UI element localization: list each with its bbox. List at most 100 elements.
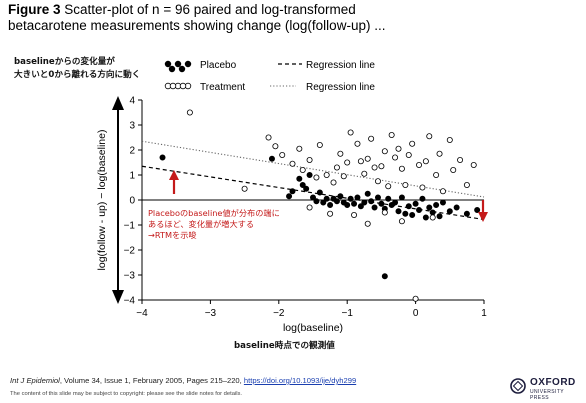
point-placebo [357, 203, 364, 210]
point-treatment [364, 155, 371, 162]
y-tick-label: −1 [124, 221, 136, 232]
y-tick-label: 0 [129, 196, 135, 207]
point-placebo [429, 209, 436, 216]
legend-label-regression-dotted: Regression line [306, 82, 375, 93]
point-treatment [429, 214, 436, 221]
point-placebo [436, 213, 443, 220]
point-treatment [395, 145, 402, 152]
point-treatment [416, 161, 423, 168]
point-treatment [265, 134, 272, 141]
point-placebo [439, 199, 446, 206]
point-treatment [368, 135, 375, 142]
x-tick-label: −2 [273, 308, 285, 319]
citation-text: , Volume 34, Issue 1, February 2005, Pag… [59, 376, 244, 385]
x-tick-label: −1 [341, 308, 353, 319]
point-placebo [361, 199, 368, 206]
point-treatment [405, 151, 412, 158]
y-annotation-line1: baselineからの変化量が [14, 57, 115, 67]
point-placebo [398, 194, 405, 201]
point-treatment [381, 209, 388, 216]
point-placebo [320, 199, 327, 206]
legend-label-regression-dashed: Regression line [306, 60, 375, 71]
x-tick-label: −4 [136, 308, 148, 319]
point-treatment [385, 183, 392, 190]
citation: Int J Epidemiol, Volume 34, Issue 1, Feb… [10, 376, 356, 385]
point-placebo [378, 200, 385, 207]
point-placebo [296, 175, 303, 182]
point-treatment [306, 204, 313, 211]
title-line1: Scatter-plot of n = 96 paired and log-tr… [60, 2, 356, 17]
point-treatment [371, 164, 378, 171]
point-treatment [323, 171, 330, 178]
point-treatment [398, 165, 405, 172]
point-placebo [354, 194, 361, 201]
publisher-sub: UNIVERSITY PRESS [530, 389, 564, 401]
doi-link[interactable]: https://doi.org/10.1093/ije/dyh299 [243, 376, 357, 385]
figure-label: Figure 3 [8, 2, 61, 17]
point-placebo [303, 185, 310, 192]
point-treatment [306, 156, 313, 163]
point-treatment [313, 174, 320, 181]
point-treatment [463, 181, 470, 188]
point-placebo [347, 195, 354, 202]
red-arrow-right [478, 200, 488, 222]
point-placebo [313, 198, 320, 205]
point-treatment [327, 210, 334, 217]
change-direction-arrow [112, 96, 124, 304]
legend-marker-placebo [184, 60, 192, 68]
point-placebo [351, 200, 358, 207]
point-placebo [422, 214, 429, 221]
point-placebo [463, 210, 470, 217]
point-treatment [422, 158, 429, 165]
point-treatment [470, 161, 477, 168]
point-placebo [453, 204, 460, 211]
point-treatment [388, 131, 395, 138]
x-tick-label: −3 [205, 308, 217, 319]
callout-line2: あるほど、変化量が増大する [148, 219, 254, 229]
point-placebo [385, 195, 392, 202]
legend-marker-placebo [178, 65, 186, 73]
y-tick-label: −4 [124, 296, 136, 307]
regression-line-treatment [141, 140, 485, 198]
point-treatment [340, 173, 347, 180]
point-treatment [419, 184, 426, 191]
point-placebo [286, 193, 293, 200]
point-treatment [433, 171, 440, 178]
point-treatment [354, 140, 361, 147]
point-placebo [402, 210, 409, 217]
callout-line1: Placeboのbaseline値が分布の端に [148, 208, 280, 218]
point-placebo [316, 189, 323, 196]
point-treatment [316, 141, 323, 148]
point-placebo [159, 154, 166, 161]
point-treatment [450, 166, 457, 173]
point-treatment [351, 211, 358, 218]
point-placebo [405, 203, 412, 210]
red-arrow-left [169, 170, 179, 194]
point-treatment [381, 148, 388, 155]
legend-marker-placebo [174, 60, 182, 68]
point-placebo [474, 206, 481, 213]
point-placebo [309, 194, 316, 201]
y-axis-label: log(follow - up) − log(baseline) [96, 130, 108, 271]
title-line2: betacarotene measurements showing change… [8, 18, 386, 33]
publisher-name: OXFORD [530, 377, 576, 388]
point-placebo [323, 195, 330, 202]
point-placebo [446, 208, 453, 215]
publisher-logo: OXFORD UNIVERSITY PRESS [510, 376, 584, 401]
point-treatment [344, 159, 351, 166]
copyright-notice: The content of this slide may be subject… [10, 391, 243, 397]
regression-line-placebo [141, 165, 485, 221]
point-treatment [361, 170, 368, 177]
oxford-crest-icon [510, 378, 526, 394]
point-treatment [364, 220, 371, 227]
point-placebo [306, 171, 313, 178]
y-annotation-line2: 大きいと0から離れる方向に動く [14, 70, 141, 80]
point-placebo [409, 211, 416, 218]
y-tick-label: 1 [129, 171, 135, 182]
point-placebo [392, 199, 399, 206]
point-placebo [395, 208, 402, 215]
point-treatment [412, 295, 419, 302]
point-treatment [357, 158, 364, 165]
point-placebo [368, 198, 375, 205]
legend-marker-placebo [164, 60, 172, 68]
